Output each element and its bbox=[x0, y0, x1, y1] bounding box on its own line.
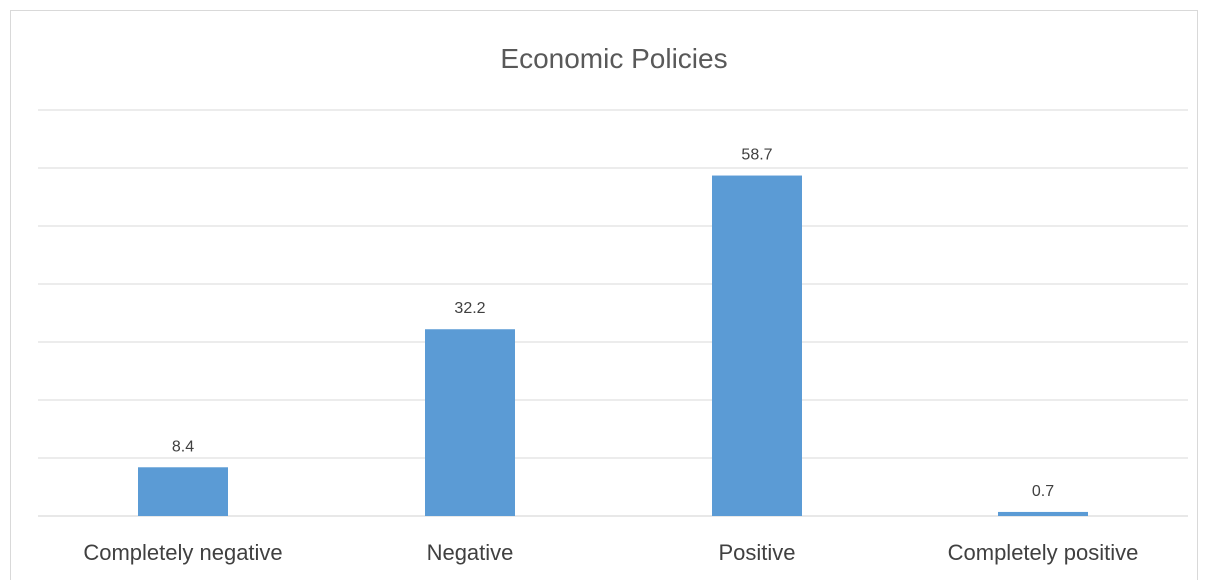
bars bbox=[138, 175, 1088, 517]
gridlines bbox=[38, 109, 1188, 517]
data-label: 0.7 bbox=[1032, 483, 1054, 500]
category-label: Completely positive bbox=[948, 540, 1139, 565]
category-label: Negative bbox=[427, 540, 514, 565]
data-label: 8.4 bbox=[172, 438, 194, 455]
bar bbox=[998, 511, 1088, 516]
chart-title: Economic Policies bbox=[500, 43, 727, 74]
data-label: 58.7 bbox=[741, 147, 772, 164]
category-label: Completely negative bbox=[83, 540, 282, 565]
data-label: 32.2 bbox=[454, 300, 485, 317]
category-label: Positive bbox=[718, 540, 795, 565]
bar bbox=[712, 175, 802, 517]
data-labels: 8.4 32.2 58.7 0.7 bbox=[172, 147, 1054, 500]
category-labels: Completely negative Negative Positive Compl… bbox=[83, 540, 1138, 565]
bar bbox=[425, 329, 515, 516]
bar bbox=[138, 467, 228, 516]
